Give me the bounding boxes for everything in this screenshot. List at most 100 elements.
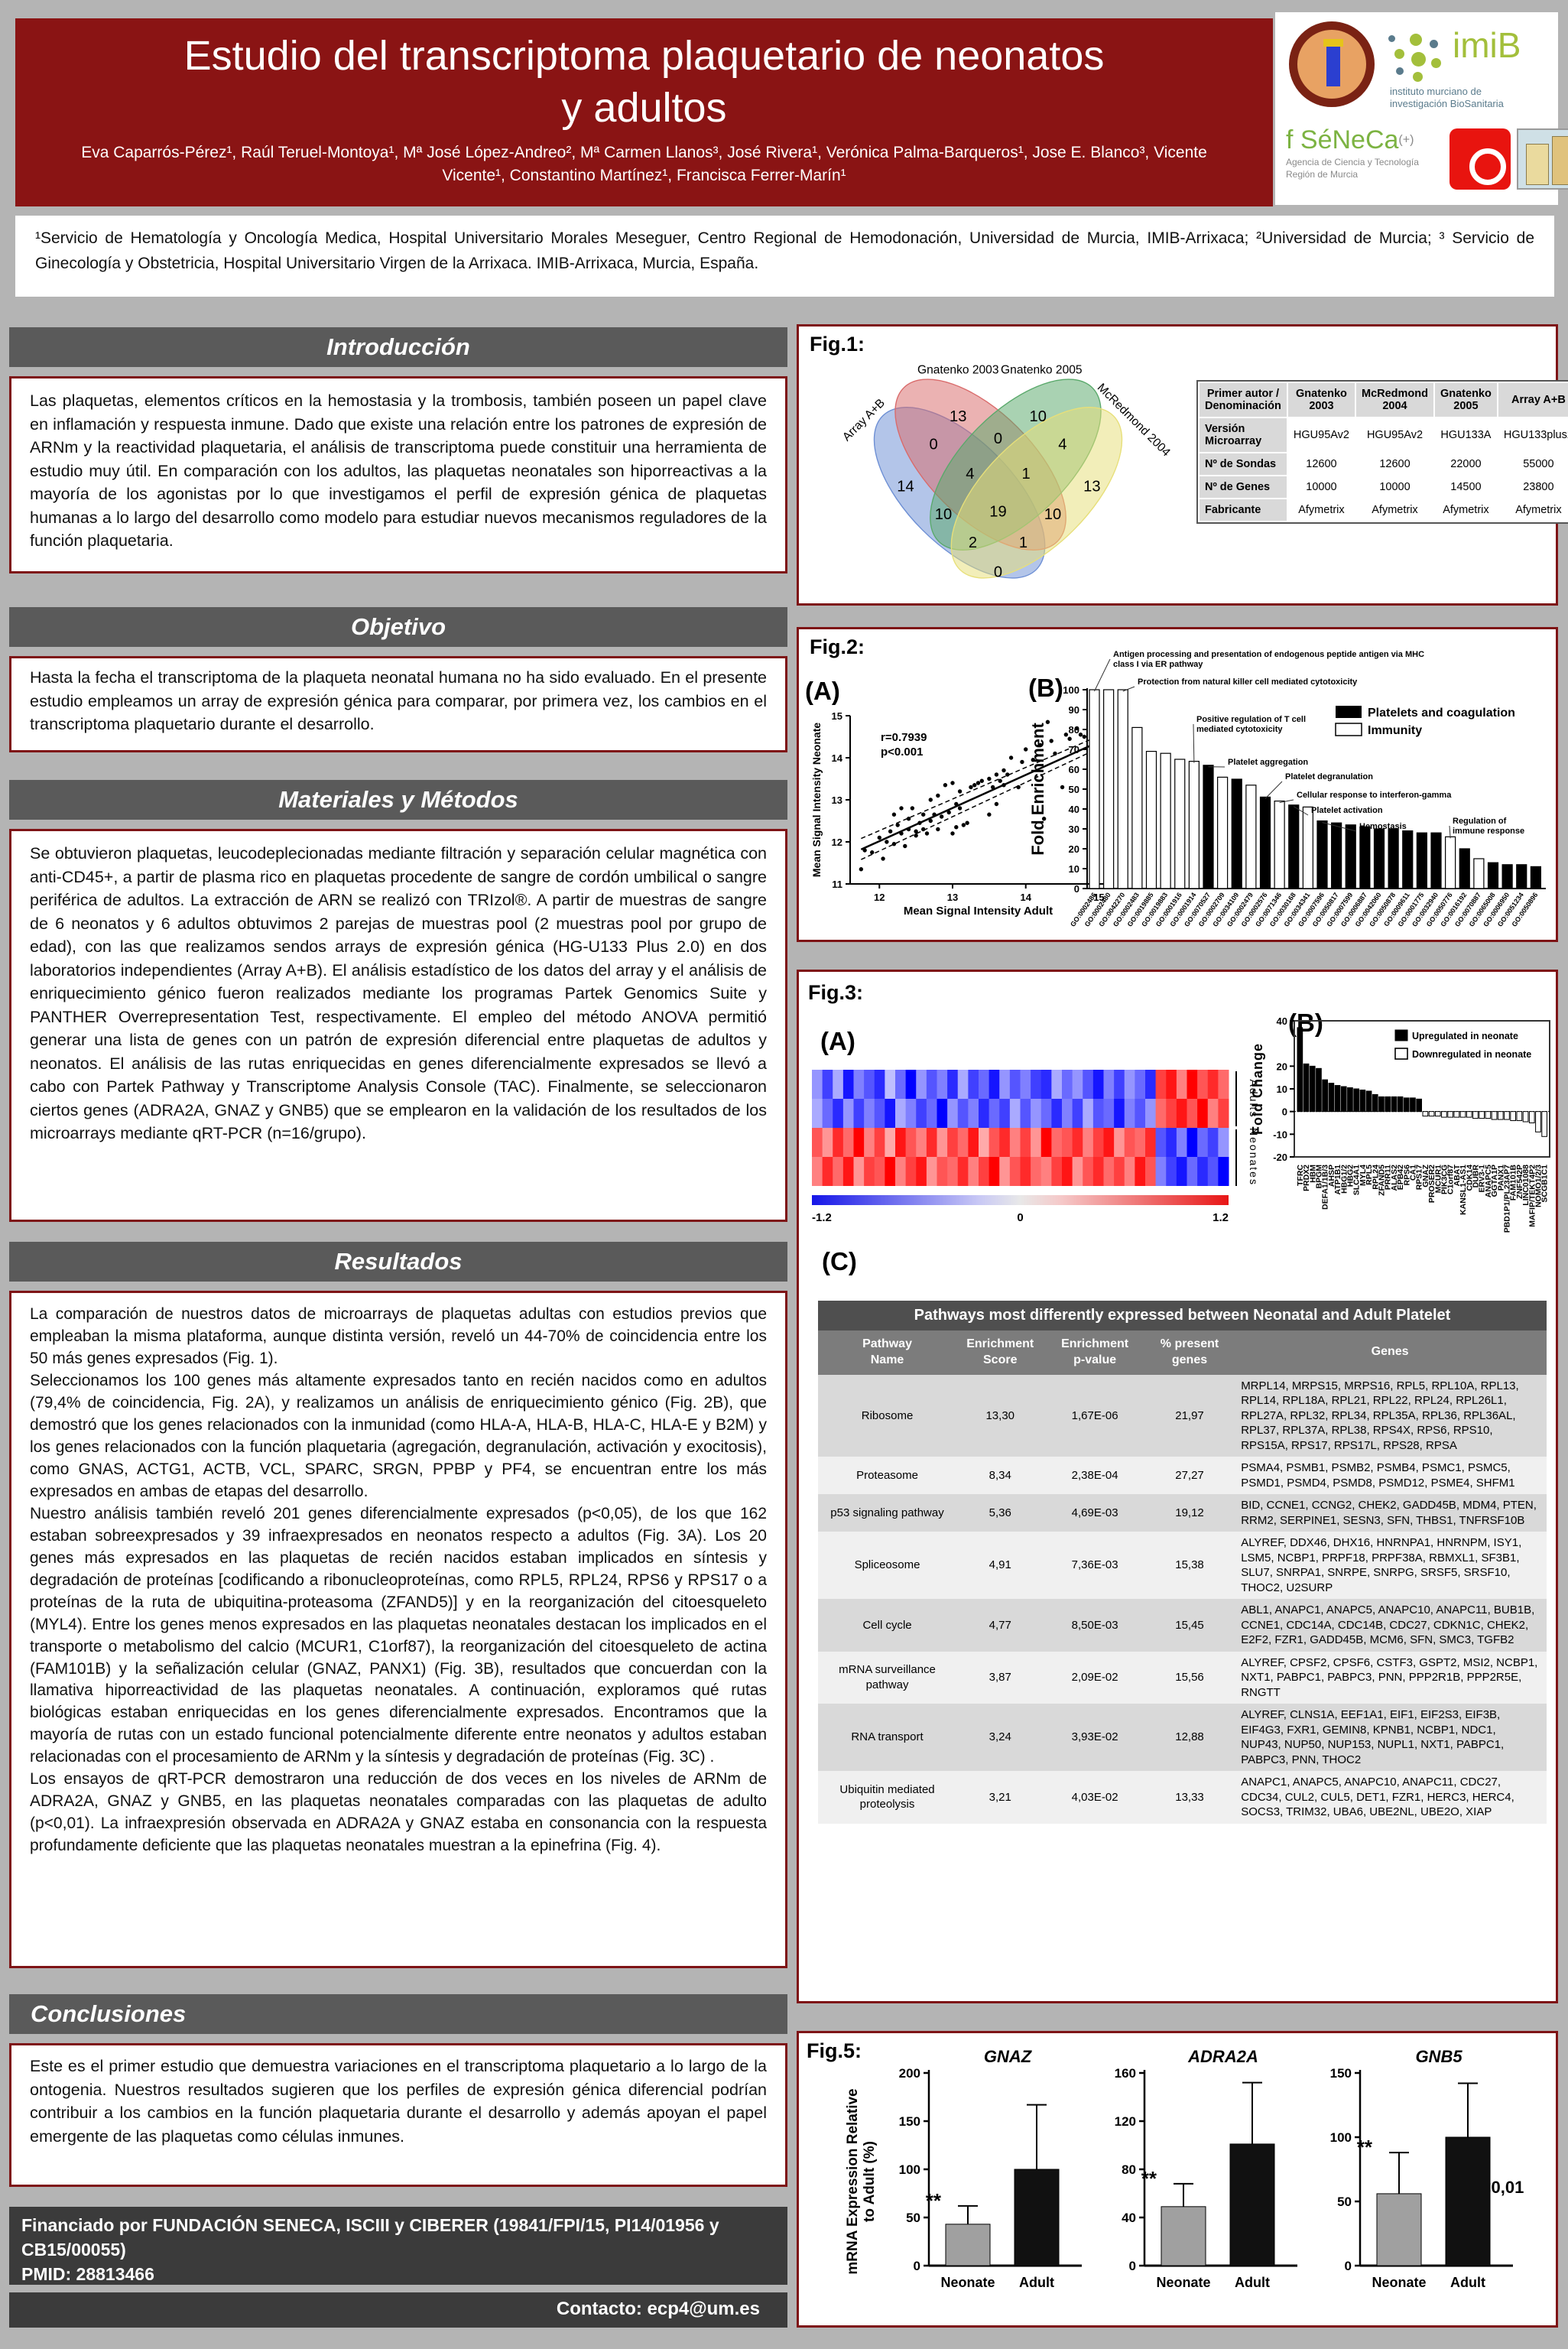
rect-element xyxy=(1176,1157,1187,1186)
td-element: Nº de Genes xyxy=(1198,475,1288,499)
text-element: r=0.7939 p<0.001 xyxy=(881,731,927,759)
rect-element xyxy=(957,1070,969,1099)
rect-element xyxy=(812,1157,823,1186)
rect-element xyxy=(885,1099,896,1128)
tspan-element: 100 xyxy=(1330,2130,1352,2145)
section-heading-conclusiones: Conclusiones xyxy=(9,1994,787,2034)
circle-element xyxy=(1038,742,1043,748)
circle-element xyxy=(1008,755,1014,760)
tspan-element: 14 xyxy=(897,479,914,495)
text-element: MYL4 xyxy=(1359,1165,1368,1186)
rect-element xyxy=(1062,1128,1073,1157)
tspan-element: 19 xyxy=(989,504,1006,521)
circle-element xyxy=(946,810,951,815)
fig3a-label: (A) xyxy=(820,1027,855,1055)
td-element: 2,09E-02 xyxy=(1044,1651,1146,1704)
tspan-element: Gnatenko 2003 xyxy=(917,364,999,377)
tr-element: Proteasome 8,34 2,38E-04 27,27 PSMA4, PSMB1,… xyxy=(818,1457,1547,1495)
tspan-element: Gnatenko 2005 xyxy=(1001,364,1083,377)
tspan-element: 60 xyxy=(1069,764,1079,775)
text-element: 0 xyxy=(914,2259,920,2273)
td-element: mRNA surveillance pathway xyxy=(818,1651,957,1704)
red-ring-icon xyxy=(1469,148,1506,185)
rect-element xyxy=(999,1070,1011,1099)
text-element: 1 xyxy=(1022,466,1031,482)
rect-element xyxy=(905,1070,917,1099)
tspan-element: GNAZ xyxy=(1421,1164,1430,1187)
text-element: TFRC xyxy=(1296,1165,1305,1186)
td-element: 3,93E-02 xyxy=(1044,1704,1146,1772)
td-element: 15,56 xyxy=(1145,1651,1234,1704)
text-element: 1.2 xyxy=(1213,1211,1229,1224)
circle-element xyxy=(891,842,897,846)
rect-element xyxy=(1345,824,1356,889)
rect-element xyxy=(812,1070,823,1099)
tspan-element: Platelets and coagulation xyxy=(1368,707,1515,720)
rect-element xyxy=(812,1128,823,1157)
tspan-element: 14 xyxy=(832,752,843,764)
circle-element xyxy=(1067,736,1072,741)
rect-element xyxy=(1103,1157,1115,1186)
seneca-plus: (+) xyxy=(1398,133,1414,147)
text-element: 20 xyxy=(1069,843,1079,855)
rect-element xyxy=(1145,1099,1157,1128)
rect-element xyxy=(1083,1157,1094,1186)
td-element: Afymetrix xyxy=(1354,498,1435,522)
text-element: GNB5 xyxy=(1415,2047,1462,2066)
tspan-element: ZNF542P xyxy=(1515,1165,1524,1199)
text-element: ** xyxy=(926,2189,942,2212)
rect-element xyxy=(1459,848,1470,889)
tspan-element: 50 xyxy=(1337,2195,1352,2209)
text-element: ** xyxy=(1357,2136,1373,2159)
rect-element xyxy=(1376,2193,1422,2266)
conclusiones-box: Este es el primer estudio que demuestra … xyxy=(9,2043,787,2187)
tspan-element: ** xyxy=(1141,2167,1157,2190)
rect-element xyxy=(1259,796,1271,889)
authors-line: Eva Caparrós-Pérez¹, Raúl Teruel-Montoya… xyxy=(81,144,1207,185)
tspan-element: 30 xyxy=(1069,824,1079,835)
line-element xyxy=(1193,723,1195,763)
rect-element xyxy=(1516,1111,1523,1122)
text-element: 200 xyxy=(899,2066,920,2081)
circle-element xyxy=(1075,726,1079,731)
hospital-buildings-logo xyxy=(1517,128,1568,190)
text-element: 15 xyxy=(832,710,842,722)
rect-element xyxy=(1155,1099,1167,1128)
tspan-element: 0 xyxy=(1129,2259,1136,2273)
rect-element xyxy=(1135,1070,1146,1099)
rect-element xyxy=(1302,806,1313,889)
rect-element xyxy=(1031,1157,1042,1186)
tspan-element: 0 xyxy=(994,430,1002,447)
rect-element xyxy=(1020,1157,1031,1186)
td-element: 8,50E-03 xyxy=(1044,1599,1146,1652)
rect-element xyxy=(1145,1128,1157,1157)
rect-element xyxy=(1434,1111,1441,1117)
tspan-element: 0 xyxy=(1074,883,1079,895)
text-element: RPS6 xyxy=(1402,1165,1411,1186)
circle-element xyxy=(957,806,963,811)
rect-element xyxy=(1051,1099,1063,1128)
tspan-element: C1orf87 xyxy=(1446,1165,1456,1194)
rect-element xyxy=(874,1070,885,1099)
rect-element xyxy=(979,1099,990,1128)
rect-element xyxy=(1335,723,1362,736)
objetivo-box: Hasta la fecha el transcriptoma de la pl… xyxy=(9,656,787,752)
rect-element xyxy=(1145,751,1157,889)
rect-element xyxy=(926,1157,937,1186)
rect-element xyxy=(1347,1087,1353,1113)
rect-element xyxy=(1124,1070,1135,1099)
th-element: Primer autor / Denominación xyxy=(1198,382,1288,418)
tspan-element: PANX1 xyxy=(1496,1165,1505,1191)
rect-element xyxy=(1530,866,1541,889)
text-element: Regulation of immune response xyxy=(1453,817,1524,836)
tspan-element: 150 xyxy=(899,2114,920,2129)
rect-element xyxy=(1218,1128,1229,1157)
td-element: Fabricante xyxy=(1198,498,1288,522)
td-element: 13,30 xyxy=(956,1374,1044,1457)
text-element: Upregulated in neonate xyxy=(1412,1031,1518,1041)
rect-element xyxy=(1155,1128,1167,1157)
tspan-element: to Adult (%) xyxy=(862,2141,878,2222)
rect-element xyxy=(1166,1070,1177,1099)
tspan-element: 0 xyxy=(1345,2259,1352,2273)
